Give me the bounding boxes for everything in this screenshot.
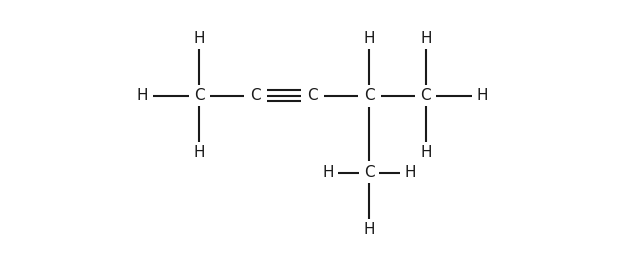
Text: H: H — [404, 165, 416, 180]
Text: H: H — [477, 88, 488, 103]
Text: H: H — [363, 222, 375, 237]
Text: C: C — [251, 88, 261, 103]
Text: H: H — [322, 165, 334, 180]
Text: C: C — [364, 165, 374, 180]
Text: C: C — [194, 88, 204, 103]
Text: H: H — [137, 88, 148, 103]
Text: H: H — [420, 31, 432, 46]
Text: C: C — [308, 88, 318, 103]
Text: C: C — [421, 88, 431, 103]
Text: H: H — [363, 31, 375, 46]
Text: H: H — [420, 145, 432, 160]
Text: H: H — [193, 145, 205, 160]
Text: H: H — [193, 31, 205, 46]
Text: C: C — [364, 88, 374, 103]
